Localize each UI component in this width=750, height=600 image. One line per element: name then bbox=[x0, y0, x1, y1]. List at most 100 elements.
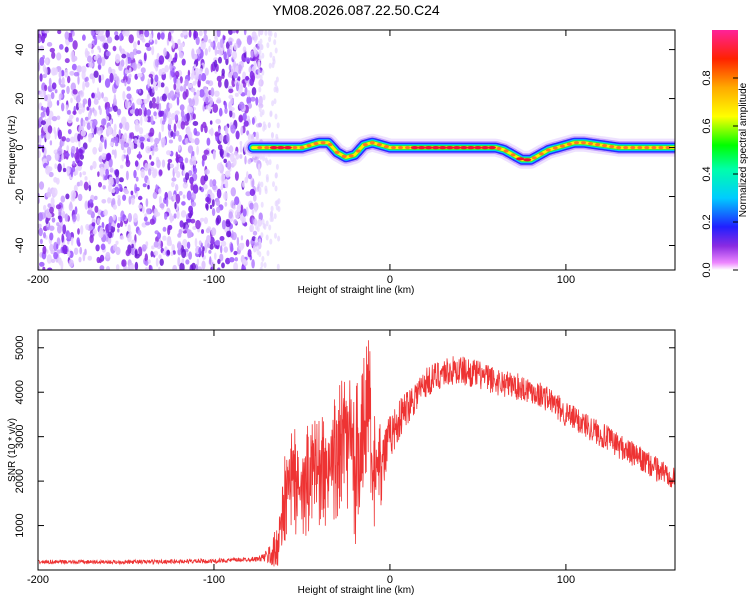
noise-speckle bbox=[80, 225, 84, 235]
noise-speckle bbox=[47, 125, 53, 134]
noise-speckle bbox=[251, 117, 255, 125]
noise-speckle-faint bbox=[257, 59, 261, 66]
noise-speckle bbox=[217, 41, 221, 50]
noise-speckle bbox=[92, 229, 97, 235]
noise-speckle-faint bbox=[258, 86, 262, 93]
noise-speckle bbox=[56, 115, 61, 121]
noise-speckle bbox=[216, 162, 222, 172]
noise-speckle bbox=[104, 175, 108, 181]
noise-speckle bbox=[221, 68, 225, 77]
noise-speckle bbox=[160, 137, 166, 146]
noise-speckle bbox=[134, 249, 138, 257]
noise-speckle bbox=[200, 217, 205, 222]
noise-speckle bbox=[126, 93, 132, 100]
noise-speckle bbox=[172, 250, 176, 255]
noise-speckle-faint bbox=[262, 155, 265, 162]
noise-speckle bbox=[248, 173, 252, 180]
noise-speckle bbox=[203, 174, 209, 182]
noise-speckle bbox=[100, 243, 106, 251]
noise-speckle bbox=[50, 258, 56, 263]
noise-speckle-faint bbox=[272, 181, 275, 188]
colorbar-tick-label: 0.6 bbox=[701, 118, 713, 133]
noise-speckle bbox=[72, 31, 75, 37]
noise-speckle bbox=[140, 142, 145, 150]
y-tick-label: -20 bbox=[14, 189, 26, 205]
noise-speckle bbox=[214, 35, 218, 43]
noise-speckle bbox=[127, 224, 131, 233]
noise-speckle bbox=[57, 163, 62, 173]
noise-speckle bbox=[218, 56, 222, 64]
noise-speckle bbox=[205, 196, 211, 203]
noise-speckle bbox=[104, 139, 107, 150]
noise-speckle-faint bbox=[275, 163, 279, 170]
noise-speckle bbox=[114, 149, 117, 159]
noise-speckle bbox=[176, 210, 180, 219]
noise-speckle bbox=[223, 191, 228, 201]
noise-speckle bbox=[258, 30, 261, 37]
noise-speckle bbox=[228, 211, 233, 219]
ridge-peak-bead bbox=[616, 146, 622, 150]
noise-speckle bbox=[96, 217, 101, 225]
noise-speckle bbox=[217, 80, 222, 88]
noise-speckle bbox=[122, 194, 127, 201]
noise-speckle bbox=[48, 77, 52, 87]
noise-speckle bbox=[181, 248, 187, 259]
ridge-peak-bead bbox=[566, 142, 572, 146]
noise-speckle bbox=[143, 216, 148, 222]
noise-speckle-faint bbox=[260, 261, 264, 268]
noise-speckle bbox=[146, 46, 152, 52]
noise-speckle bbox=[182, 194, 186, 199]
noise-speckle bbox=[237, 40, 242, 46]
noise-speckle bbox=[246, 35, 253, 46]
noise-speckle bbox=[166, 249, 171, 256]
noise-speckle bbox=[105, 251, 111, 259]
noise-speckle bbox=[84, 50, 90, 56]
noise-speckle bbox=[241, 242, 245, 249]
noise-speckle bbox=[153, 111, 157, 117]
noise-speckle bbox=[96, 87, 100, 97]
noise-speckle-faint bbox=[274, 113, 278, 120]
noise-speckle bbox=[131, 142, 135, 150]
ridge-peak-bead bbox=[362, 143, 368, 147]
noise-speckle bbox=[231, 30, 237, 34]
noise-speckle bbox=[88, 136, 92, 143]
noise-speckle bbox=[208, 45, 211, 53]
noise-speckle bbox=[104, 78, 111, 88]
noise-speckle bbox=[114, 31, 119, 36]
noise-speckle bbox=[72, 214, 77, 223]
noise-speckle bbox=[228, 30, 233, 35]
noise-speckle bbox=[38, 30, 41, 34]
noise-speckle bbox=[132, 213, 138, 223]
noise-speckle bbox=[61, 233, 64, 243]
noise-speckle bbox=[122, 214, 126, 220]
snr-frame bbox=[37, 329, 676, 571]
noise-speckle bbox=[120, 59, 125, 67]
noise-speckle-faint bbox=[275, 85, 279, 92]
noise-speckle-faint bbox=[269, 111, 273, 118]
noise-speckle bbox=[212, 179, 217, 187]
ridge-peak-bead bbox=[306, 144, 312, 148]
noise-speckle-faint bbox=[263, 262, 267, 269]
noise-speckle bbox=[72, 55, 78, 62]
noise-speckle bbox=[112, 45, 117, 52]
noise-speckle-faint bbox=[264, 188, 268, 195]
ridge-peak-bead bbox=[651, 146, 657, 150]
noise-speckle bbox=[245, 191, 251, 197]
ridge-peak-bead bbox=[341, 154, 347, 158]
noise-speckle bbox=[158, 236, 161, 247]
noise-speckle bbox=[87, 255, 93, 261]
noise-speckle bbox=[188, 170, 193, 177]
noise-speckle-faint bbox=[269, 210, 273, 217]
noise-speckle bbox=[186, 112, 190, 123]
noise-speckle bbox=[221, 219, 226, 230]
noise-speckle bbox=[174, 166, 178, 174]
noise-speckle bbox=[191, 191, 196, 201]
noise-speckle-faint bbox=[261, 69, 265, 76]
noise-speckle bbox=[74, 206, 78, 215]
noise-speckle bbox=[45, 191, 52, 198]
noise-speckle bbox=[46, 212, 52, 219]
noise-speckle bbox=[61, 153, 64, 161]
noise-speckle bbox=[55, 204, 62, 210]
noise-speckle bbox=[174, 70, 180, 78]
noise-speckle bbox=[75, 167, 79, 176]
